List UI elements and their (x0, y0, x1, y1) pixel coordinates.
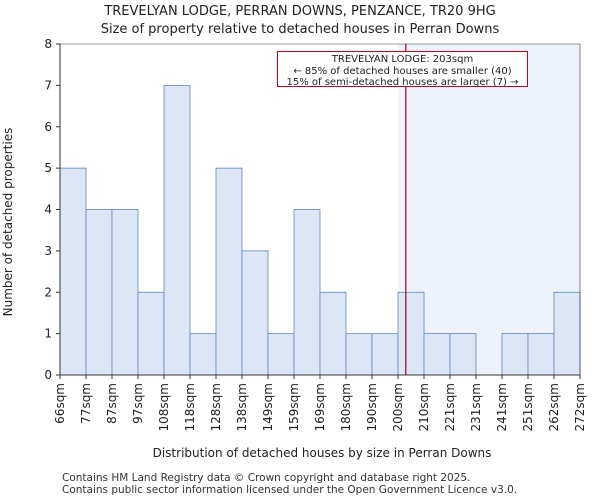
bar-169sqm (319, 291, 347, 376)
annotation-line-1: TREVELYAN LODGE: 203sqm (331, 54, 474, 65)
bar-108sqm (163, 84, 191, 376)
x-tick-label-169sqm: 169sqm (313, 383, 327, 431)
x-tick-label-210sqm: 210sqm (417, 383, 431, 431)
x-tick-label-108sqm: 108sqm (157, 383, 171, 431)
y-tick-label-5: 5 (44, 161, 52, 175)
x-tick-label-262sqm: 262sqm (547, 383, 561, 431)
bar-66sqm (59, 167, 87, 376)
y-tick-label-4: 4 (44, 203, 52, 217)
bar-77sqm (85, 209, 113, 376)
x-tick-label-149sqm: 149sqm (261, 383, 275, 431)
x-tick-label-180sqm: 180sqm (339, 383, 353, 431)
x-tick-label-251sqm: 251sqm (521, 383, 535, 431)
bar-87sqm (111, 209, 139, 376)
x-tick-label-77sqm: 77sqm (79, 383, 93, 424)
x-tick-label-97sqm: 97sqm (131, 383, 145, 424)
y-tick-label-0: 0 (44, 368, 52, 382)
x-tick-label-118sqm: 118sqm (183, 383, 197, 431)
x-axis-label: Distribution of detached houses by size … (152, 446, 492, 460)
footer-line-1: Contains HM Land Registry data © Crown c… (62, 472, 471, 484)
highlight-region (398, 44, 580, 375)
chart-subtitle: Size of property relative to detached ho… (100, 22, 500, 37)
x-tick-label-128sqm: 128sqm (209, 383, 223, 431)
bar-210sqm (423, 333, 451, 376)
x-tick-label-221sqm: 221sqm (443, 383, 457, 431)
footer-line-2: Contains public sector information licen… (62, 484, 518, 496)
x-tick-label-138sqm: 138sqm (235, 383, 249, 431)
bar-180sqm (345, 333, 373, 376)
x-tick-label-87sqm: 87sqm (105, 383, 119, 424)
x-tick-label-272sqm: 272sqm (573, 383, 587, 431)
y-tick-label-2: 2 (44, 285, 52, 299)
x-tick-label-241sqm: 241sqm (495, 383, 509, 431)
x-tick-label-159sqm: 159sqm (287, 383, 301, 431)
bar-149sqm (267, 333, 295, 376)
bar-128sqm (215, 167, 243, 376)
y-tick-label-8: 8 (44, 37, 52, 51)
chart-title: TREVELYAN LODGE, PERRAN DOWNS, PENZANCE,… (104, 4, 496, 19)
bar-97sqm (137, 291, 165, 376)
bar-262sqm (553, 291, 581, 376)
bar-251sqm (527, 333, 555, 376)
y-tick-label-7: 7 (44, 78, 52, 92)
bar-190sqm (371, 333, 399, 376)
x-tick-label-200sqm: 200sqm (391, 383, 405, 431)
bar-138sqm (241, 250, 269, 376)
bar-159sqm (293, 209, 321, 376)
y-tick-label-3: 3 (44, 244, 52, 258)
x-tick-label-231sqm: 231sqm (469, 383, 483, 431)
y-tick-label-1: 1 (44, 327, 52, 341)
property-annotation: TREVELYAN LODGE: 203sqm ← 85% of detache… (277, 51, 528, 88)
annotation-line-3: 15% of semi-detached houses are larger (… (286, 77, 519, 88)
bar-118sqm (189, 333, 217, 376)
bar-200sqm (397, 291, 425, 376)
annotation-line-2: ← 85% of detached houses are smaller (40… (293, 65, 512, 77)
y-tick-label-6: 6 (44, 120, 52, 134)
x-tick-label-66sqm: 66sqm (53, 383, 67, 424)
x-tick-label-190sqm: 190sqm (365, 383, 379, 431)
bar-221sqm (449, 333, 477, 376)
y-axis-label: Number of detached properties (1, 127, 15, 317)
bar-241sqm (501, 333, 529, 376)
